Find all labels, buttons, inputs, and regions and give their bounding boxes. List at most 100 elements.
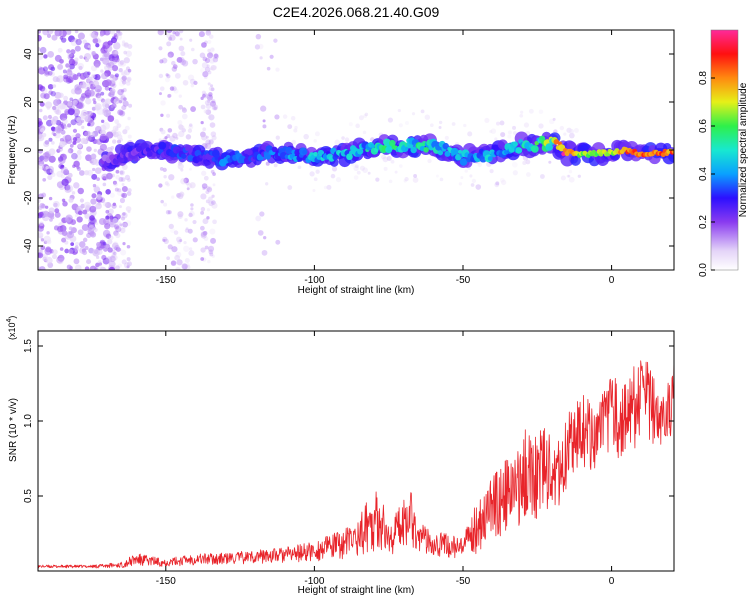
spectrum-cell	[176, 236, 182, 243]
spectrum-cell	[91, 173, 98, 180]
spectrum-cell	[88, 224, 95, 231]
spectrum-cell	[200, 96, 204, 100]
spectrum-cell	[166, 113, 171, 118]
spectrum-cell	[75, 38, 82, 46]
spectrum-cell	[100, 49, 105, 55]
spectrum-cell	[442, 142, 449, 150]
spectrum-cell	[73, 258, 80, 265]
spectrum-cell	[287, 124, 293, 130]
spectrum-cell	[211, 104, 219, 111]
spectrum-cell	[113, 181, 118, 187]
spectrum-cell	[121, 186, 128, 193]
spectrum-cell	[57, 156, 64, 162]
spectrum-cell	[118, 31, 123, 36]
spectrum-cell	[51, 34, 58, 41]
spectrum-cell	[114, 244, 120, 251]
spectrum-cell	[72, 137, 78, 142]
spectrum-cell	[331, 166, 338, 172]
snr-y-scale-factor: (x104)	[6, 316, 17, 340]
spectrum-cell	[205, 199, 210, 204]
spectrum-cell	[189, 247, 193, 251]
spectrum-cell	[181, 263, 188, 270]
spectrum-cell	[175, 134, 179, 138]
spectrum-cell	[58, 163, 64, 169]
spectrum-cell	[70, 242, 75, 247]
spectrum-cell	[309, 171, 315, 177]
spectrum-cell	[117, 61, 124, 67]
spectrum-cell	[211, 194, 215, 198]
spectrum-cell	[424, 114, 431, 120]
spectrum-cell	[207, 82, 211, 86]
snr-y-ticks: 0.5 1.0 1.5	[23, 339, 674, 503]
spectrum-cell	[121, 75, 127, 81]
spectrum-cell	[515, 147, 523, 154]
spectrum-cell	[38, 232, 44, 239]
spectrum-cell	[38, 121, 43, 126]
spectrum-cell	[77, 187, 85, 195]
spectrum-cell	[50, 215, 55, 220]
spectrum-cell	[47, 50, 55, 58]
spectrum-cell	[61, 116, 65, 121]
spectrum-cell	[63, 95, 69, 101]
spectrum-cell	[420, 109, 425, 114]
spectrum-cell	[77, 229, 84, 236]
spectrum-cell	[178, 57, 185, 63]
spectrum-cell	[70, 39, 78, 47]
spectrum-cell	[40, 238, 45, 242]
spectrum-cell	[47, 174, 53, 181]
spectrum-cell	[210, 131, 217, 137]
spectrum-cell	[124, 42, 129, 47]
spectrum-cell	[287, 185, 293, 190]
spectrum-panel: -150 -100 -50 0 -40 -20 0 20 40 Height of strai…	[7, 29, 675, 296]
spectrum-cell	[315, 169, 320, 174]
spectrum-cell	[122, 87, 127, 93]
spectrum-cell	[89, 205, 97, 213]
spectrum-cell	[59, 58, 64, 64]
spectrum-cell	[382, 156, 389, 163]
spectrum-cell	[107, 115, 115, 122]
spectrum-cell	[105, 233, 112, 239]
spectrum-cell	[388, 179, 393, 184]
spectrum-cell	[107, 247, 113, 253]
spectrum-cell	[47, 70, 53, 76]
y-tick-label: 0	[23, 147, 34, 153]
spectrum-cell	[145, 147, 151, 152]
spectrum-cell	[38, 132, 43, 140]
x-tick-label: 0	[609, 576, 615, 587]
spectrum-cell	[179, 30, 184, 34]
spectrum-cell	[115, 247, 121, 252]
spectrum-cell	[116, 97, 120, 101]
spectrum-cell	[499, 177, 505, 183]
spectrum-cell	[161, 57, 168, 64]
spectrum-cell	[209, 34, 214, 39]
spectrum-cell	[84, 245, 89, 251]
spectrum-cell	[68, 58, 76, 66]
spectrum-cell	[203, 175, 209, 181]
spectrum-cell	[44, 212, 50, 218]
snr-scale-suffix: )	[7, 316, 17, 319]
spectrum-cell	[48, 148, 56, 156]
spectrum-cell	[111, 79, 117, 84]
spectrum-cell	[200, 231, 207, 237]
spectrum-cell	[353, 165, 359, 172]
spectrum-cell	[403, 179, 407, 183]
spectrum-cell	[104, 53, 108, 58]
spectrum-cell	[187, 74, 195, 81]
spectrum-cell	[62, 201, 68, 207]
spectrum-cell	[112, 246, 116, 250]
spectrum-cell	[190, 207, 194, 211]
spectrum-cell	[186, 183, 193, 189]
spectrum-cell	[297, 165, 302, 170]
spectrum-cell	[65, 214, 73, 222]
spectrum-cell	[386, 156, 392, 162]
spectrum-cell	[192, 219, 197, 225]
spectrum-cell	[183, 240, 187, 245]
spectrum-cell	[119, 227, 126, 234]
spectrum-cell	[330, 173, 336, 179]
spectrum-cell	[122, 100, 129, 107]
spectrum-cell	[180, 51, 186, 57]
spectrum-cell	[121, 259, 127, 265]
spectrum-cell	[190, 83, 195, 88]
spectrum-cell	[114, 265, 120, 270]
spectrum-cell	[206, 103, 209, 107]
